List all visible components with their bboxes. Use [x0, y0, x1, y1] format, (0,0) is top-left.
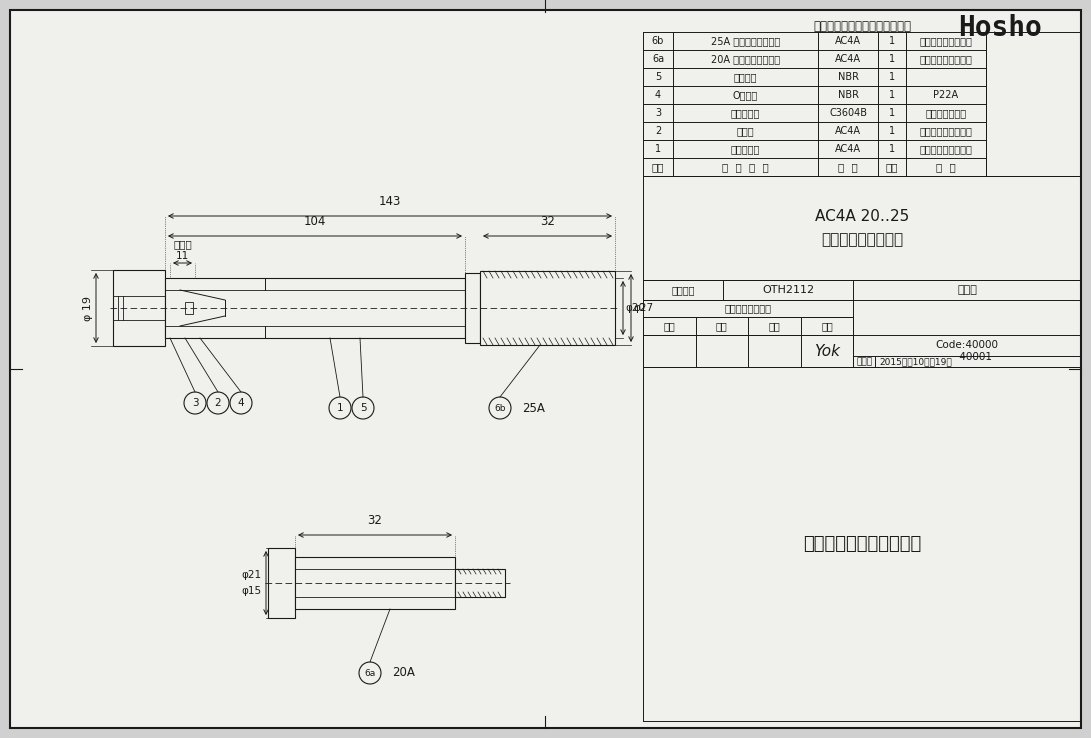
Text: NBR: NBR	[838, 90, 859, 100]
Text: NBR: NBR	[838, 72, 859, 82]
Text: 6b: 6b	[651, 36, 664, 46]
Bar	[268, 548, 295, 618]
Text: φ21: φ21	[241, 570, 261, 580]
Text: 5: 5	[360, 403, 367, 413]
Text: 担当: 担当	[768, 321, 780, 331]
Text: 日　付: 日 付	[856, 357, 873, 366]
Text: 1: 1	[889, 108, 895, 118]
Text: クロームアルマイト: クロームアルマイト	[920, 144, 972, 154]
Text: 2015年【10月【19日: 2015年【10月【19日	[879, 357, 952, 366]
Text: 20A: 20A	[392, 666, 415, 680]
Text: OTH2112: OTH2112	[762, 285, 814, 295]
Text: φ15: φ15	[241, 586, 261, 596]
Text: AC4A: AC4A	[835, 36, 861, 46]
Text: 5: 5	[655, 72, 661, 82]
Text: 2: 2	[215, 398, 221, 408]
Text: クロームアルマイト: クロームアルマイト	[920, 126, 972, 136]
Text: P22A: P22A	[934, 90, 959, 100]
Text: 記  事: 記 事	[936, 162, 956, 172]
Text: 11: 11	[176, 251, 189, 261]
Text: 部  品  名  称: 部 品 名 称	[722, 162, 769, 172]
Bar	[455, 569, 505, 597]
Text: AC4A: AC4A	[835, 144, 861, 154]
Text: 1: 1	[889, 54, 895, 64]
Bar	[165, 278, 465, 338]
Text: 1: 1	[889, 126, 895, 136]
Text: 32: 32	[368, 514, 383, 527]
Text: 6a: 6a	[364, 669, 375, 677]
Text: AC4A 20‥25: AC4A 20‥25	[815, 209, 909, 224]
Text: ストッパー: ストッパー	[731, 108, 760, 118]
Text: Code:40000
     40001: Code:40000 40001	[936, 340, 998, 362]
Text: 6b: 6b	[494, 404, 506, 413]
Text: 符号: 符号	[651, 162, 664, 172]
Text: パッキン: パッキン	[734, 72, 757, 82]
Bar	[113, 270, 165, 346]
Text: 噴口　自在散水　組: 噴口 自在散水 組	[820, 232, 903, 247]
Text: 1: 1	[889, 144, 895, 154]
Text: クロームメッキ: クロームメッキ	[925, 108, 967, 118]
Text: Hosho: Hosho	[958, 14, 1042, 42]
Text: ノズル本体: ノズル本体	[731, 144, 760, 154]
Text: クロームアルマイト: クロームアルマイト	[920, 36, 972, 46]
Text: 表面処理：クロームアルマイト: 表面処理：クロームアルマイト	[813, 19, 911, 32]
Text: 承認: 承認	[663, 321, 675, 331]
Text: 審査: 審査	[716, 321, 728, 331]
Text: 株式会社　　報商製作所: 株式会社 報商製作所	[803, 535, 921, 553]
Text: Oリング: Oリング	[733, 90, 758, 100]
Text: クロームアルマイト: クロームアルマイト	[920, 54, 972, 64]
Bar	[480, 271, 615, 345]
Text: C3604B: C3604B	[829, 108, 867, 118]
Bar	[185, 302, 193, 314]
Text: 1: 1	[889, 36, 895, 46]
Text: 20A ホースジョイント: 20A ホースジョイント	[711, 54, 780, 64]
Text: 25A: 25A	[521, 401, 544, 415]
Text: φ 19: φ 19	[83, 295, 93, 320]
Text: リフト: リフト	[173, 239, 192, 249]
Text: φ20: φ20	[625, 303, 645, 313]
Text: 1: 1	[337, 403, 344, 413]
Text: 商品管理・開発部: 商品管理・開発部	[724, 303, 771, 314]
Text: AC4A: AC4A	[835, 126, 861, 136]
Text: 図面番号: 図面番号	[671, 285, 695, 295]
Text: 1: 1	[655, 144, 661, 154]
Text: 6a: 6a	[652, 54, 664, 64]
Text: φ27: φ27	[633, 303, 654, 313]
Text: 4: 4	[655, 90, 661, 100]
Text: AC4A: AC4A	[835, 54, 861, 64]
Text: 3: 3	[192, 398, 199, 408]
Text: 1: 1	[889, 90, 895, 100]
Bar	[295, 557, 455, 609]
Text: 個数: 個数	[886, 162, 898, 172]
Text: 25A ホースジョイント: 25A ホースジョイント	[711, 36, 780, 46]
Bar	[465, 273, 480, 343]
Text: Yok: Yok	[814, 343, 840, 359]
Text: 材  質: 材 質	[838, 162, 858, 172]
Text: 記　事: 記 事	[957, 285, 978, 295]
Text: 2: 2	[655, 126, 661, 136]
Text: 143: 143	[379, 195, 401, 208]
Text: 32: 32	[540, 215, 555, 228]
Text: 回転筒: 回転筒	[736, 126, 754, 136]
Text: 4: 4	[238, 398, 244, 408]
Text: 104: 104	[303, 215, 326, 228]
Text: 1: 1	[889, 72, 895, 82]
Text: 製図: 製図	[822, 321, 832, 331]
Text: 3: 3	[655, 108, 661, 118]
